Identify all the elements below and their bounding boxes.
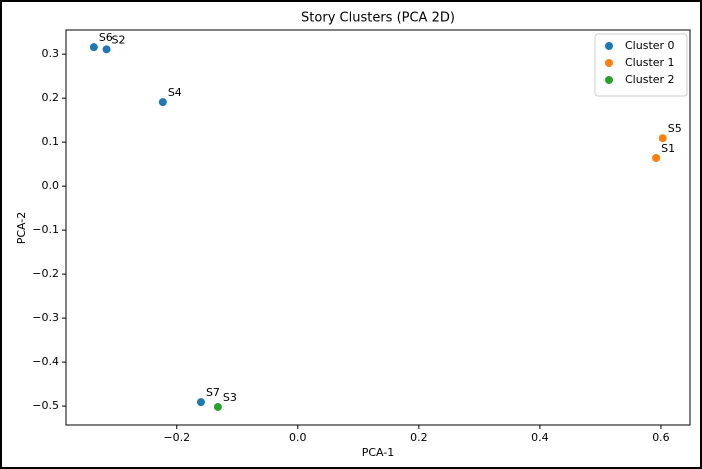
y-tick-label: 0.3: [42, 47, 60, 60]
y-tick-label: −0.2: [32, 267, 59, 280]
y-tick-label: −0.1: [32, 223, 59, 236]
point: [658, 134, 667, 143]
y-tick-label: −0.3: [32, 311, 59, 324]
y-tick-label: 0.1: [42, 135, 60, 148]
point-label: S1: [661, 142, 675, 155]
x-tick-label: 0.0: [289, 431, 307, 444]
legend-marker: [605, 76, 613, 84]
point-label: S5: [668, 122, 682, 135]
x-tick-label: 0.6: [652, 431, 670, 444]
x-tick-label: −0.2: [163, 431, 190, 444]
chart-title: Story Clusters (PCA 2D): [301, 11, 455, 26]
y-tick-label: −0.4: [32, 355, 59, 368]
legend-label: Cluster 0: [625, 39, 675, 52]
x-tick-label: 0.2: [410, 431, 428, 444]
point: [89, 43, 98, 52]
point: [213, 402, 222, 411]
y-tick-label: 0.2: [42, 91, 60, 104]
legend-box: [594, 33, 688, 97]
point-label: S7: [206, 386, 220, 399]
point-label: S4: [168, 86, 182, 99]
point-label: S2: [112, 33, 126, 46]
y-tick-label: −0.5: [32, 399, 59, 412]
y-tick-label: 0.0: [42, 179, 60, 192]
legend-marker: [605, 59, 613, 67]
plot-area: [65, 29, 691, 426]
x-tick-label: 0.4: [531, 431, 549, 444]
legend-label: Cluster 2: [625, 73, 675, 86]
point: [196, 398, 205, 407]
point: [102, 45, 111, 54]
point: [652, 154, 661, 163]
legend-label: Cluster 1: [625, 56, 675, 69]
x-axis-label: PCA-1: [362, 446, 395, 459]
legend-marker: [605, 42, 613, 50]
point: [158, 98, 167, 107]
point-label: S3: [223, 391, 237, 404]
point-label: S6: [99, 31, 113, 44]
y-axis-label: PCA-2: [15, 212, 28, 245]
